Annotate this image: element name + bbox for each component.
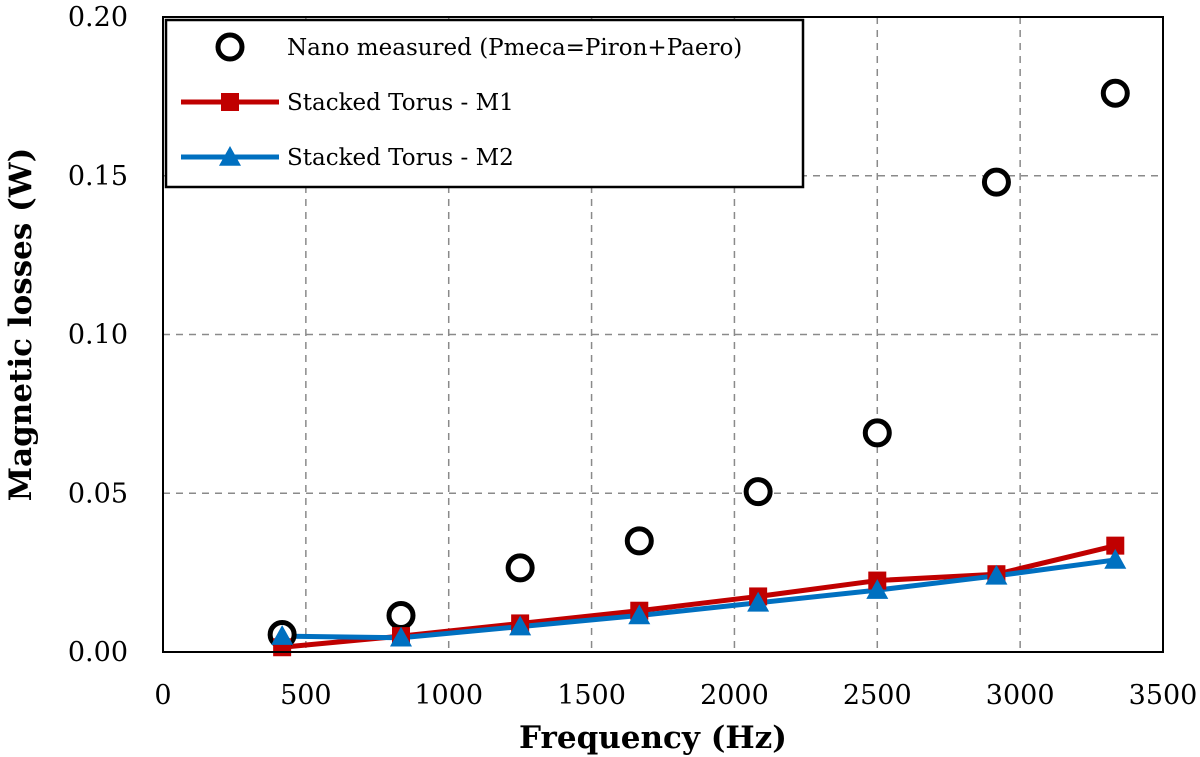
data-point-series-1 — [1100, 78, 1130, 108]
data-point-series-3 — [985, 564, 1008, 585]
x-tick-label: 2000 — [700, 680, 769, 711]
series-line-3 — [282, 557, 1116, 641]
y-tick-label: 0.10 — [68, 320, 128, 351]
y-tick-label: 0.05 — [68, 478, 128, 509]
plot-frame — [162, 16, 1164, 653]
y-tick-label: 0.00 — [68, 637, 128, 668]
data-point-series-3 — [747, 591, 770, 612]
legend-label: Nano measured (Pmeca=Piron+Paero) — [287, 35, 742, 61]
data-point-series-3 — [390, 626, 412, 647]
legend-marker — [219, 146, 241, 166]
series-layer — [267, 78, 1130, 657]
data-point-series-1 — [386, 600, 416, 630]
data-point-series-1 — [981, 167, 1011, 197]
legend-label: Stacked Torus - M1 — [287, 90, 514, 116]
x-tick-label: 3500 — [1129, 680, 1198, 711]
legend: Nano measured (Pmeca=Piron+Paero) Stacked… — [164, 18, 805, 189]
x-tick-label: 0 — [154, 680, 171, 711]
x-axis-title: Frequency (Hz) — [519, 720, 787, 756]
tick-labels: 0 500 1000 1500 2000 2500 3000 3500 0.00 0.05 0.10… — [68, 2, 1197, 711]
data-point-series-3 — [509, 615, 532, 636]
data-point-series-1 — [505, 553, 535, 583]
legend-marker — [221, 93, 239, 111]
data-point-series-3 — [628, 604, 651, 625]
data-point-series-3 — [866, 579, 889, 599]
y-axis-title: Magnetic losses (W) — [3, 148, 39, 502]
data-point-series-3 — [271, 625, 294, 645]
x-tick-label: 1500 — [557, 680, 626, 711]
data-point-series-1 — [743, 477, 773, 507]
x-tick-label: 1000 — [414, 680, 483, 711]
y-tick-label: 0.20 — [68, 2, 128, 33]
x-tick-label: 500 — [280, 680, 332, 711]
x-tick-label: 3000 — [986, 680, 1055, 711]
data-point-series-3 — [1104, 548, 1127, 569]
y-tick-label: 0.15 — [68, 161, 128, 192]
legend-marker — [215, 32, 245, 62]
legend-label: Stacked Torus - M2 — [287, 145, 514, 171]
data-point-series-2 — [1106, 536, 1125, 555]
data-point-series-1 — [624, 526, 654, 556]
x-tick-label: 2500 — [843, 680, 912, 711]
data-point-series-1 — [862, 418, 892, 448]
